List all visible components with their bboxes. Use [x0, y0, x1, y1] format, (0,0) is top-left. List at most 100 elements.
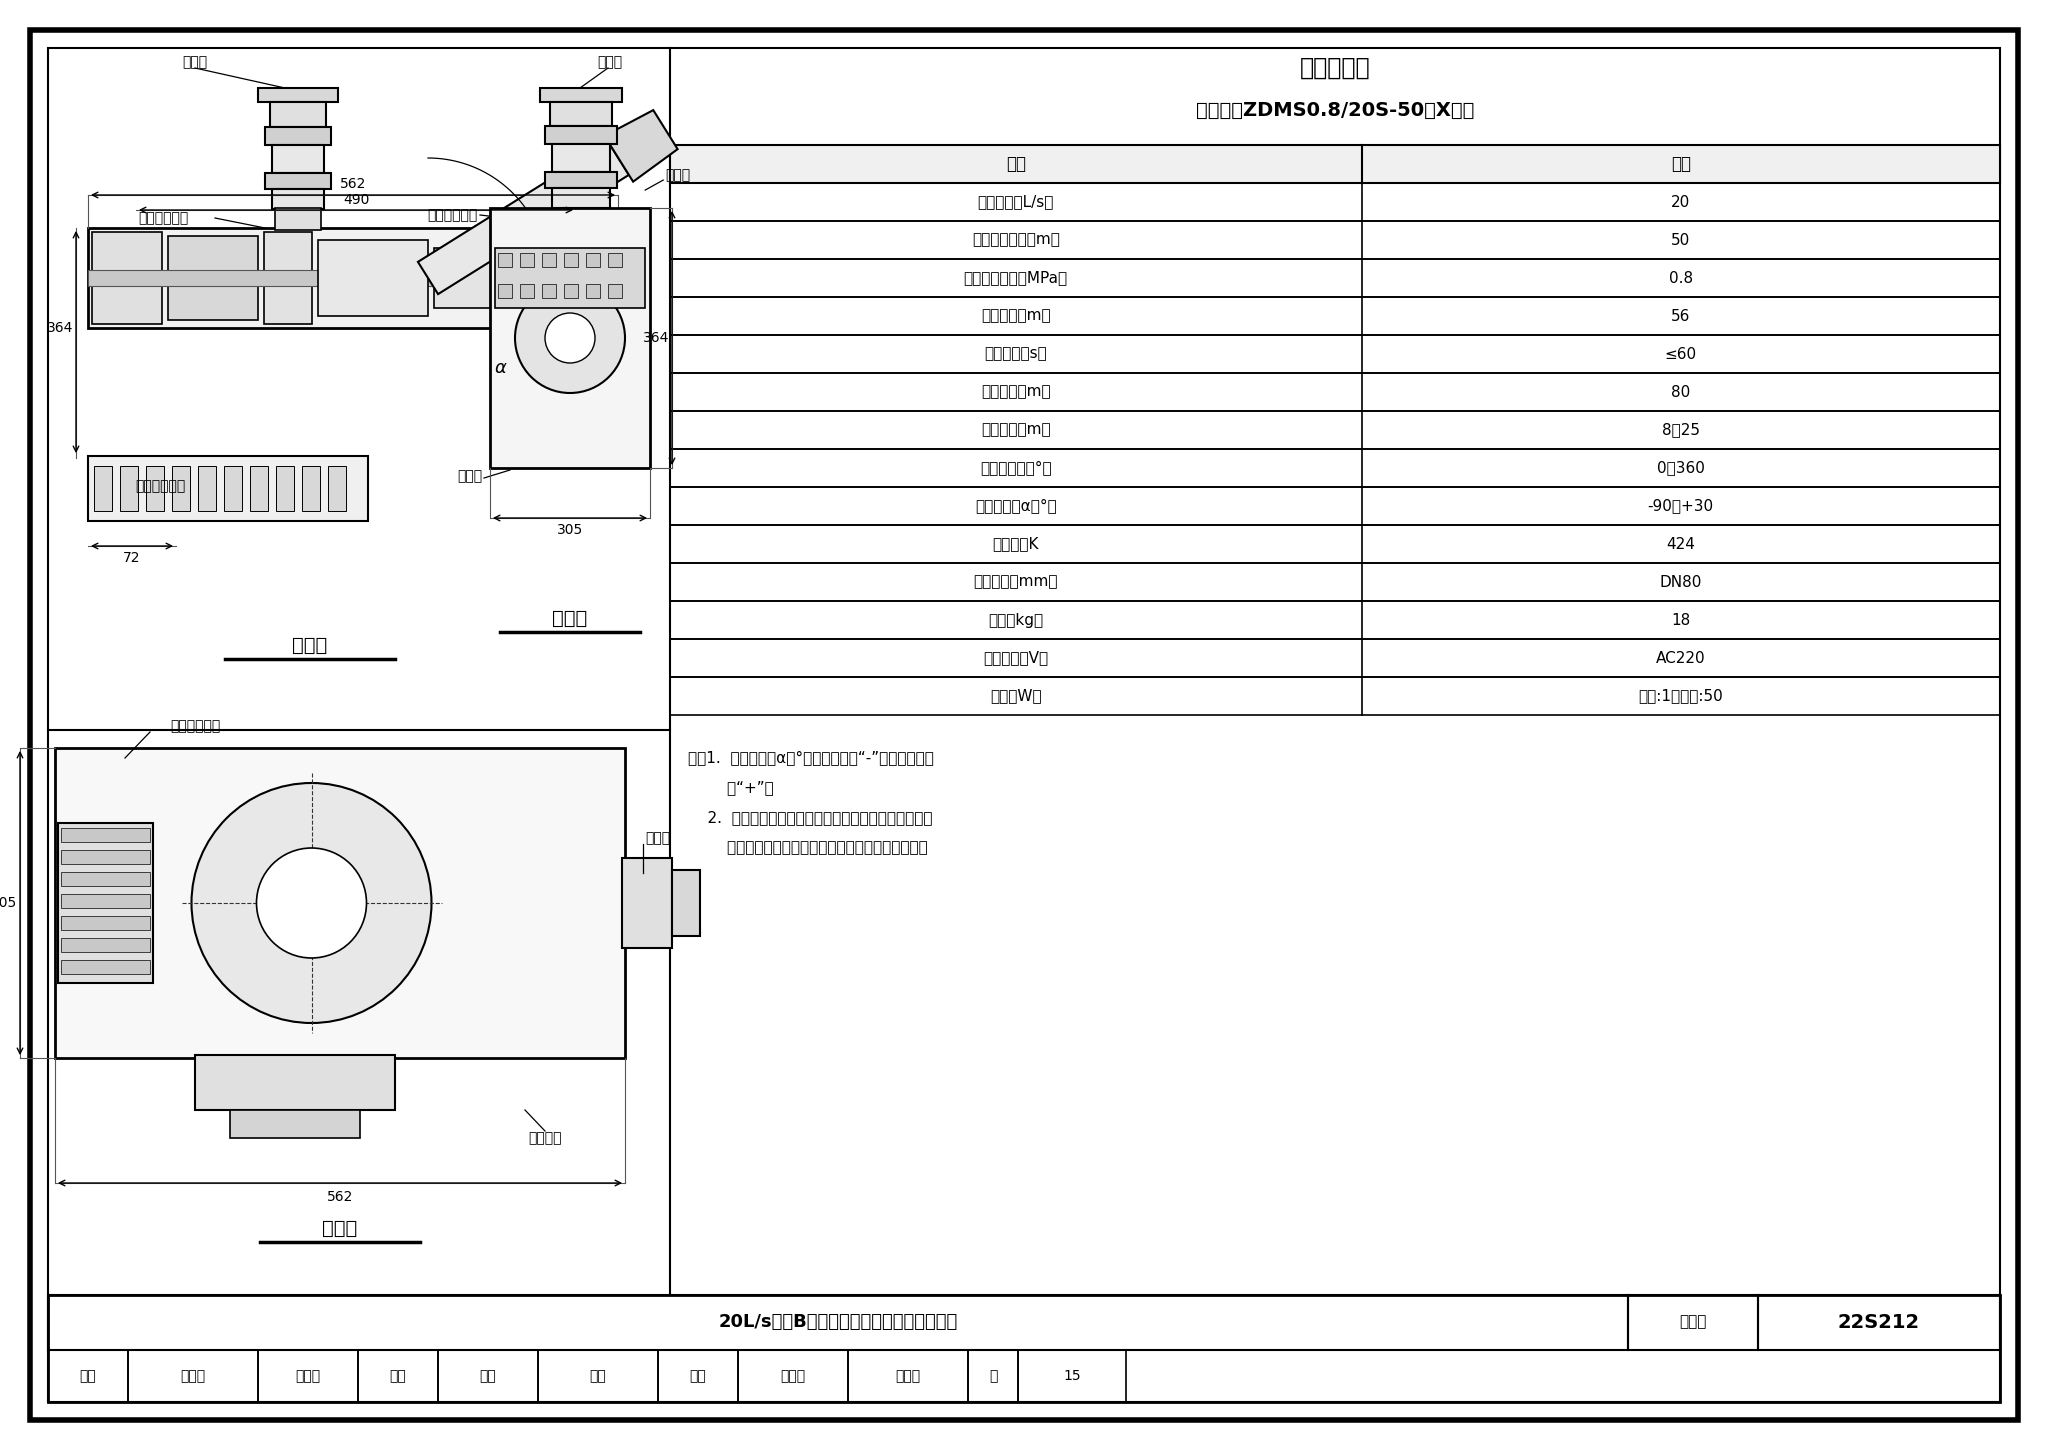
Bar — [223, 465, 242, 510]
Text: 8～25: 8～25 — [1661, 422, 1700, 438]
Bar — [1018, 1350, 1126, 1402]
Text: 0～360: 0～360 — [1657, 461, 1704, 476]
Text: 张立成: 张立成 — [295, 1369, 322, 1383]
Text: 56: 56 — [1671, 309, 1690, 323]
Bar — [270, 102, 326, 128]
Text: 364: 364 — [47, 320, 74, 335]
Text: 审核: 审核 — [80, 1369, 96, 1383]
Text: 20: 20 — [1671, 194, 1690, 209]
Bar — [1757, 1295, 2001, 1350]
Text: 20L/s下垂B型自动消防炮外形尺寸及参数表: 20L/s下垂B型自动消防炮外形尺寸及参数表 — [719, 1314, 958, 1331]
Text: 2.  自动消防炮在系统自动状态下，只能以平射和向下: 2. 自动消防炮在系统自动状态下，只能以平射和向下 — [688, 811, 932, 825]
Text: 俦仰回转角α（°）: 俦仰回转角α（°） — [975, 499, 1057, 513]
Text: 424: 424 — [1667, 536, 1696, 551]
Text: 注：1.  俦仰回转角α（°）为俦角时为“-”，为仰俦角时: 注：1. 俦仰回转角α（°）为俦角时为“-”，为仰俦角时 — [688, 750, 934, 766]
Text: 22S212: 22S212 — [1837, 1312, 1921, 1331]
Text: 水平旋转蜃轮: 水平旋转蜃轮 — [428, 207, 477, 222]
Bar — [61, 960, 150, 974]
Bar — [264, 173, 332, 188]
Bar — [563, 252, 578, 267]
Text: 设计: 设计 — [690, 1369, 707, 1383]
Bar — [670, 487, 2001, 525]
Bar — [47, 1295, 2001, 1402]
Text: 562: 562 — [340, 177, 367, 191]
Bar — [61, 938, 150, 953]
Bar — [496, 248, 645, 307]
Polygon shape — [604, 110, 678, 181]
Text: 装置参数表: 装置参数表 — [1300, 57, 1370, 80]
Text: 进水管: 进水管 — [598, 55, 623, 70]
Bar — [670, 525, 2001, 563]
Bar — [670, 260, 2001, 297]
Bar — [61, 850, 150, 864]
Text: 图集号: 图集号 — [1679, 1315, 1706, 1330]
Bar — [258, 88, 338, 102]
Bar — [127, 1350, 258, 1402]
Text: 【型号：ZDMS0.8/20S-50（X）】: 【型号：ZDMS0.8/20S-50（X）】 — [1196, 100, 1475, 119]
Text: 80: 80 — [1671, 384, 1690, 400]
Bar — [272, 188, 324, 209]
Text: AC220: AC220 — [1657, 651, 1706, 666]
Text: α: α — [494, 360, 506, 377]
Text: -90～+30: -90～+30 — [1649, 499, 1714, 513]
Text: 额定流量（L/s）: 额定流量（L/s） — [977, 194, 1055, 209]
Bar — [94, 465, 113, 510]
Text: 校对: 校对 — [389, 1369, 406, 1383]
Polygon shape — [418, 142, 629, 294]
Text: 赵首权: 赵首权 — [780, 1369, 805, 1383]
Bar — [61, 916, 150, 929]
Text: 最大保护半径（m）: 最大保护半径（m） — [973, 232, 1059, 248]
Text: 305: 305 — [557, 523, 584, 536]
Bar — [670, 639, 2001, 677]
Bar — [670, 373, 2001, 410]
Bar — [272, 145, 324, 173]
Bar — [670, 563, 2001, 600]
Text: 俧视图: 俧视图 — [553, 609, 588, 628]
Bar — [434, 248, 524, 307]
Text: 305: 305 — [0, 896, 16, 911]
Bar — [498, 284, 512, 299]
Circle shape — [193, 783, 432, 1024]
Text: 张爽: 张爽 — [479, 1369, 496, 1383]
Text: 562: 562 — [328, 1190, 352, 1203]
Text: 水平旋转蜃杆: 水平旋转蜃杆 — [135, 478, 184, 493]
Bar — [172, 465, 190, 510]
Bar — [670, 677, 2001, 715]
Text: 364: 364 — [643, 331, 670, 345]
Bar — [328, 465, 346, 510]
Bar — [541, 88, 623, 102]
Bar — [88, 455, 369, 521]
Bar — [88, 270, 618, 286]
Text: 电机电压（V）: 电机电压（V） — [983, 651, 1049, 666]
Text: 18: 18 — [1671, 612, 1690, 628]
Text: 方喷射进行瞄准灭火，而不能做到仰射瞄准火源。: 方喷射进行瞄准灭火，而不能做到仰射瞄准火源。 — [688, 840, 928, 856]
Text: 监控半径（m）: 监控半径（m） — [981, 384, 1051, 400]
Text: 安装高度（m）: 安装高度（m） — [981, 422, 1051, 438]
Text: 蜃轮蜃杆机构: 蜃轮蜃杆机构 — [170, 719, 219, 734]
Bar — [61, 895, 150, 908]
Bar — [608, 284, 623, 299]
Text: 水平旋转蜃杆: 水平旋转蜃杆 — [137, 212, 188, 225]
Bar — [498, 252, 512, 267]
Bar — [670, 600, 2001, 639]
Bar — [301, 465, 319, 510]
Bar — [539, 1350, 657, 1402]
Text: 490: 490 — [342, 193, 369, 207]
Text: 流量系数K: 流量系数K — [993, 536, 1038, 551]
Text: 电动推杆: 电动推杆 — [528, 1131, 561, 1146]
Bar — [672, 870, 700, 937]
Bar — [553, 144, 610, 173]
Bar — [57, 824, 154, 983]
Text: DN80: DN80 — [1659, 574, 1702, 590]
Bar — [61, 871, 150, 886]
Bar — [47, 1350, 127, 1402]
Bar — [199, 465, 215, 510]
Bar — [168, 236, 258, 320]
Bar — [229, 1111, 360, 1138]
Bar — [551, 102, 612, 126]
Bar — [670, 145, 2001, 183]
Bar — [670, 450, 2001, 487]
Bar — [520, 284, 535, 299]
Bar — [586, 284, 600, 299]
Text: 进水管: 进水管 — [182, 55, 207, 70]
